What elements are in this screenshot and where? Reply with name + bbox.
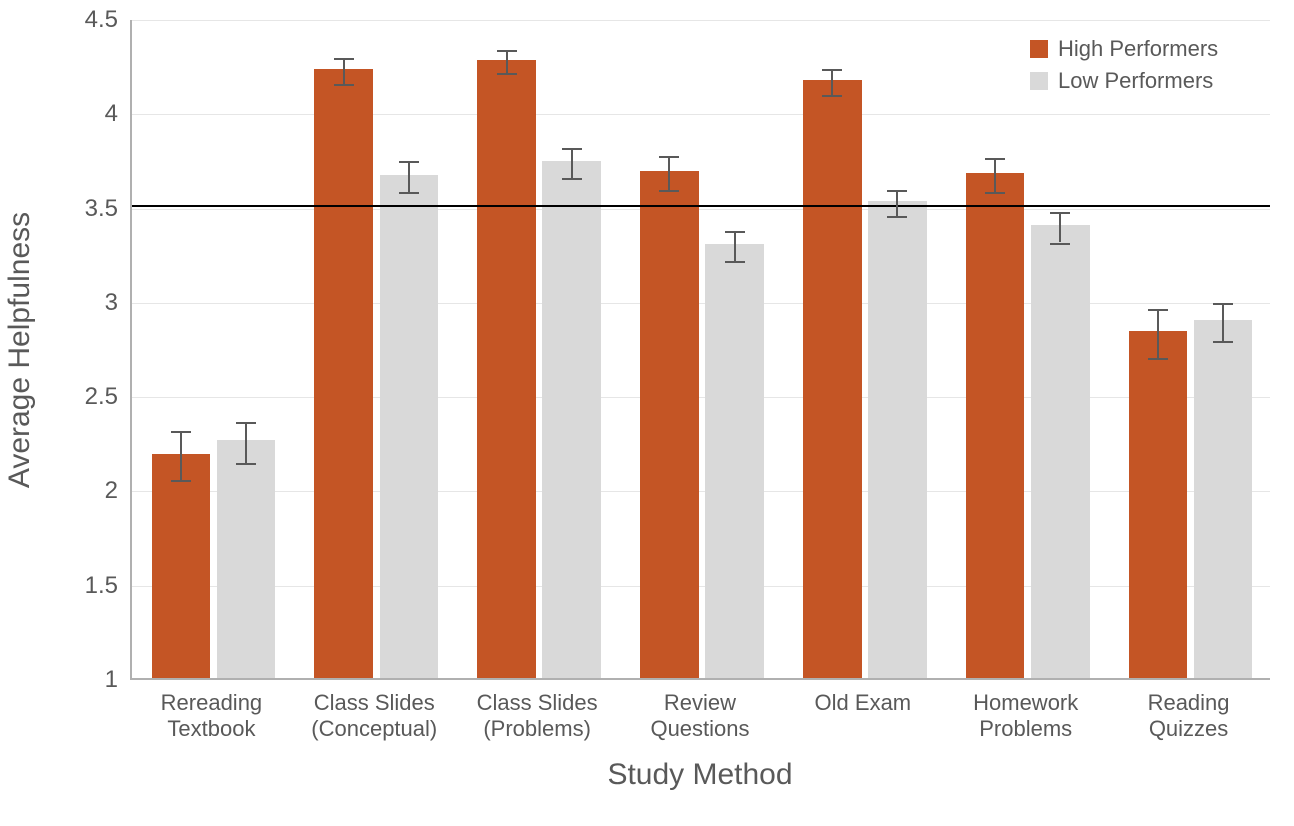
gridline: [132, 114, 1270, 115]
legend-item: High Performers: [1030, 36, 1218, 62]
bar: [868, 201, 927, 678]
legend-label: High Performers: [1058, 36, 1218, 62]
bar: [1129, 331, 1188, 678]
gridline: [132, 491, 1270, 492]
gridline: [132, 20, 1270, 21]
x-tick-label: Class Slides(Conceptual): [293, 690, 456, 743]
y-tick-label: 2.5: [70, 383, 118, 411]
x-tick-label: ReadingQuizzes: [1107, 690, 1270, 743]
y-axis-title: Average Helpfulness: [3, 212, 37, 488]
y-tick-label: 3.5: [70, 195, 118, 223]
reference-line: [132, 205, 1270, 207]
bar: [380, 175, 439, 678]
x-axis-title: Study Method: [130, 758, 1270, 792]
x-tick-label: HomeworkProblems: [944, 690, 1107, 743]
bar: [1194, 320, 1253, 678]
x-tick-label: ReviewQuestions: [619, 690, 782, 743]
legend: High Performers Low Performers: [1030, 36, 1218, 100]
bar: [640, 171, 699, 678]
y-tick-label: 2: [70, 477, 118, 505]
bar: [705, 244, 764, 678]
y-tick-label: 4.5: [70, 6, 118, 34]
gridline: [132, 397, 1270, 398]
gridline: [132, 586, 1270, 587]
gridline: [132, 209, 1270, 210]
bar: [477, 60, 536, 679]
bar: [542, 161, 601, 678]
bar: [217, 440, 276, 678]
x-tick-label: RereadingTextbook: [130, 690, 293, 743]
legend-label: Low Performers: [1058, 68, 1213, 94]
x-tick-label: Old Exam: [781, 690, 944, 716]
y-tick-label: 1.5: [70, 572, 118, 600]
bar: [314, 69, 373, 678]
helpfulness-bar-chart: Average Helpfulness Study Method High Pe…: [0, 0, 1294, 826]
bar: [1031, 225, 1090, 678]
legend-item: Low Performers: [1030, 68, 1218, 94]
plot-area: [130, 20, 1270, 680]
bar: [152, 454, 211, 678]
legend-swatch: [1030, 40, 1048, 58]
gridline: [132, 303, 1270, 304]
y-tick-label: 4: [70, 100, 118, 128]
y-tick-label: 1: [70, 666, 118, 694]
y-tick-label: 3: [70, 289, 118, 317]
bar: [966, 173, 1025, 678]
legend-swatch: [1030, 72, 1048, 90]
bar: [803, 80, 862, 678]
x-tick-label: Class Slides(Problems): [456, 690, 619, 743]
